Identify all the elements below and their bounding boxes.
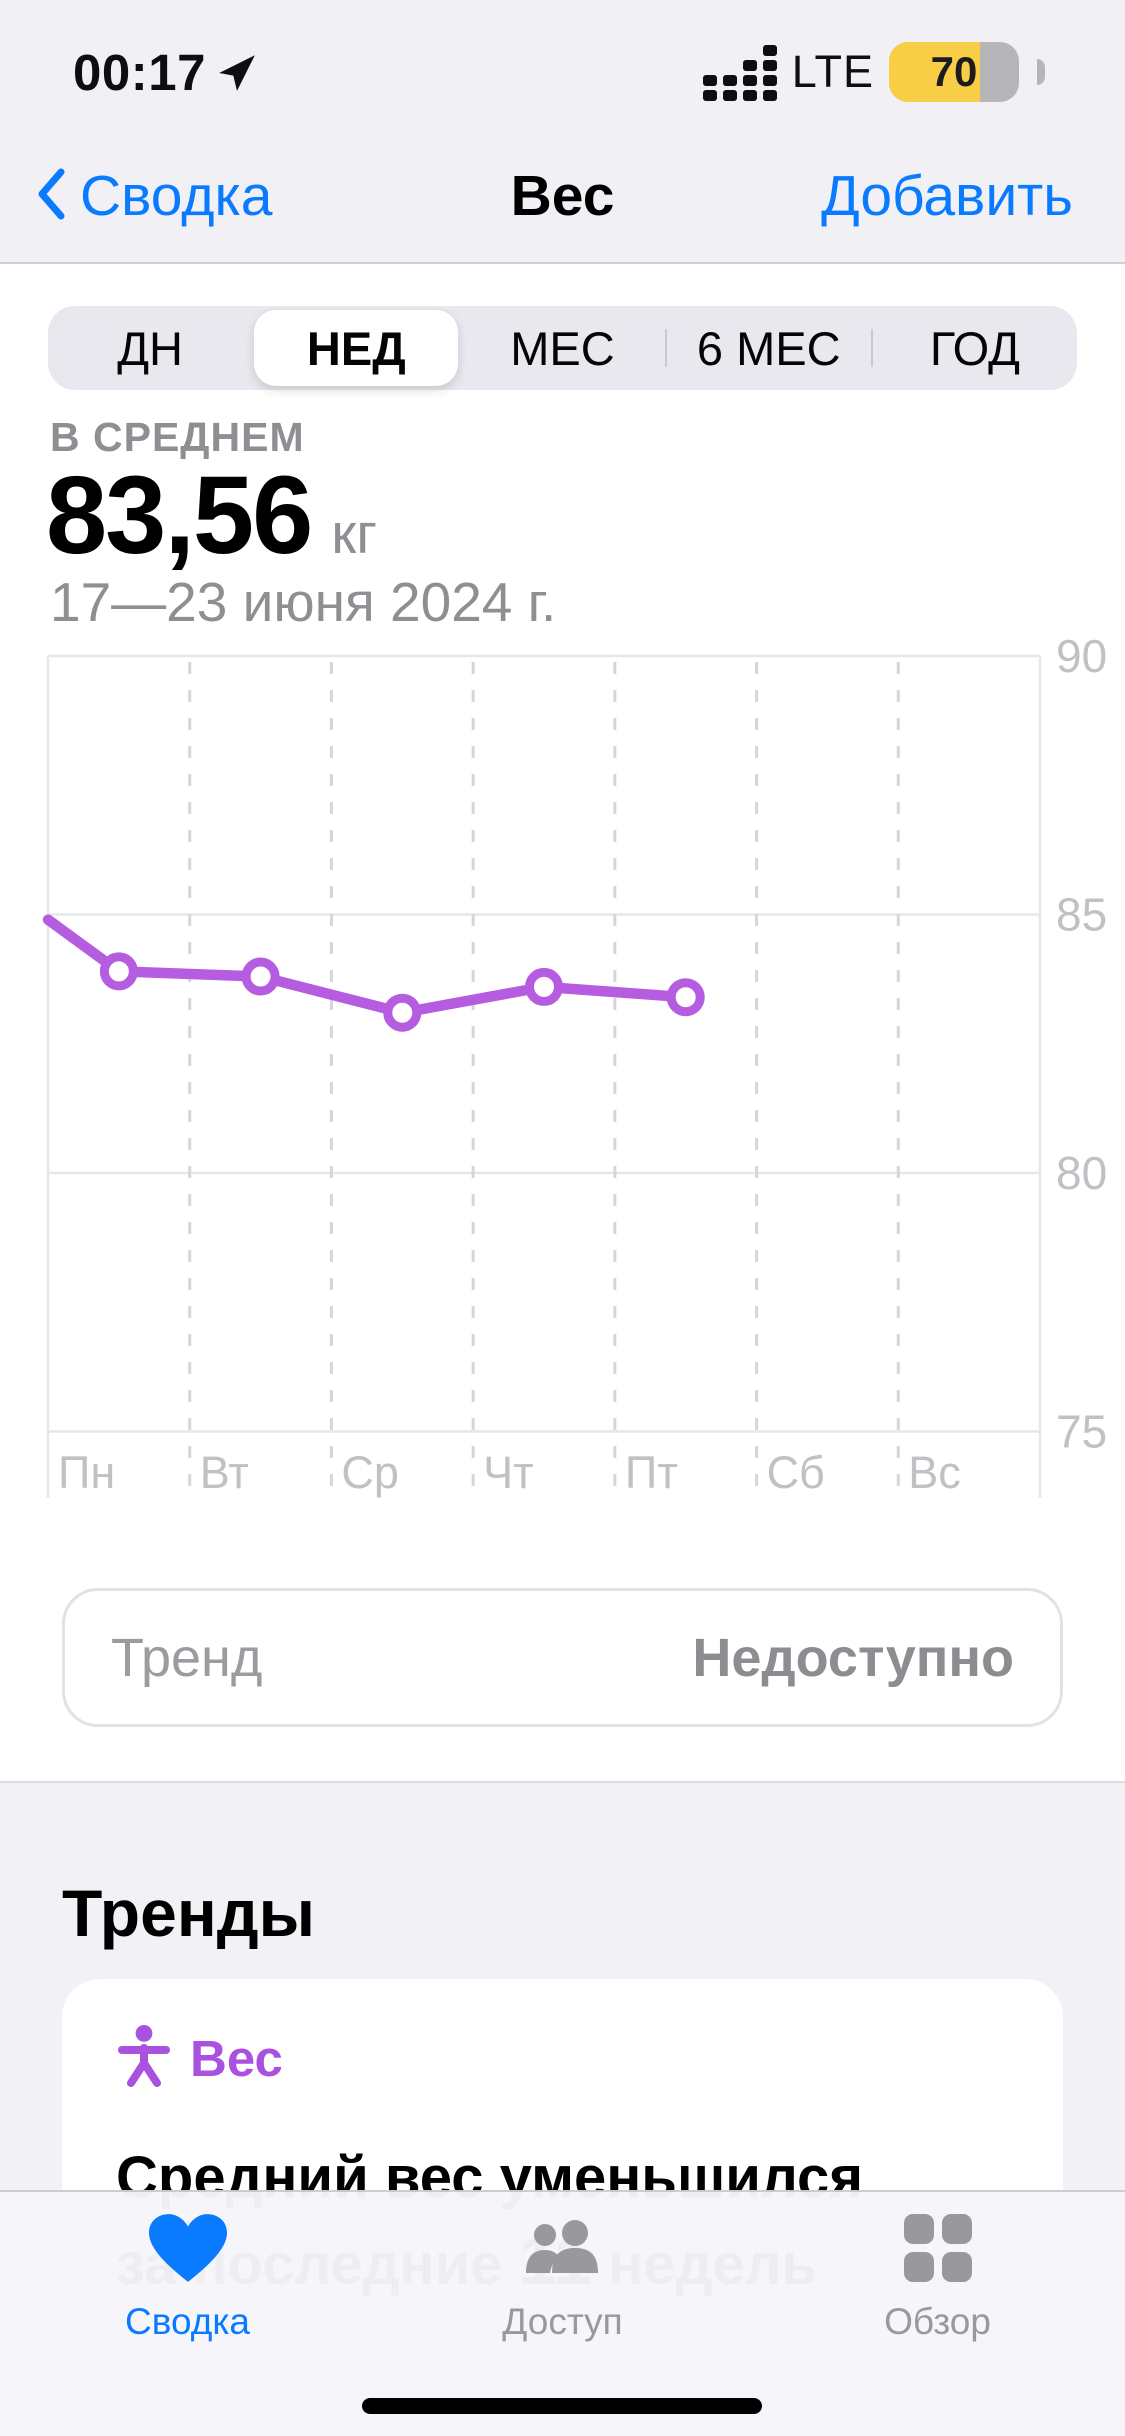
data-point-Ср[interactable] — [383, 993, 422, 1032]
y-tick-label: 90 — [1056, 630, 1107, 682]
x-tick-label-Вс: Вс — [908, 1447, 961, 1498]
people-icon — [518, 2214, 608, 2287]
chevron-left-icon — [36, 167, 66, 226]
trend-row[interactable]: Тренд Недоступно — [62, 1588, 1063, 1727]
data-point-Пт[interactable] — [666, 978, 705, 1017]
trend-value: Недоступно — [692, 1627, 1014, 1688]
x-tick-label-Ср: Ср — [341, 1447, 399, 1498]
weight-line-chart[interactable]: 90 85 80 75 Пн Вт Ср Чт Пт Сб Вс — [0, 630, 1125, 1510]
date-range-label: 17—23 июня 2024 г. — [50, 571, 557, 633]
data-point-Вт[interactable] — [241, 957, 280, 996]
navigation-bar: Сводка Вес Добавить — [0, 150, 1125, 242]
segment-separator — [870, 329, 873, 367]
weight-series-line — [42, 914, 691, 1018]
signal-bar — [742, 59, 757, 101]
signal-bar — [722, 74, 737, 101]
segment-6-мес[interactable]: 6 МЕС — [696, 321, 841, 375]
tab-bar: Сводка Доступ — [0, 2190, 1125, 2436]
figure-person-icon — [116, 2025, 172, 2092]
battery-icon: 70 — [889, 42, 1019, 102]
trend-label: Тренд — [111, 1627, 263, 1688]
grid-icon — [903, 2214, 973, 2287]
tab-sharing[interactable]: Доступ — [375, 2192, 750, 2436]
status-right-cluster: LTE 70 — [702, 42, 1045, 102]
segment-дн[interactable]: ДН — [117, 321, 183, 375]
battery-nub — [1037, 59, 1045, 85]
trends-card-category: Вес — [190, 2030, 283, 2087]
average-value-row: 83,56 кг — [46, 452, 377, 579]
x-tick-label-Чт: Чт — [483, 1447, 534, 1498]
average-value: 83,56 — [46, 454, 313, 577]
signal-bar — [702, 74, 717, 101]
x-tick-label-Пт: Пт — [625, 1447, 678, 1498]
y-tick-label: 75 — [1056, 1406, 1107, 1458]
average-caption: В СРЕДНЕМ — [50, 414, 305, 460]
cellular-signal-icon — [702, 44, 777, 101]
average-unit: кг — [331, 502, 378, 566]
tab-sharing-label: Доступ — [502, 2301, 623, 2342]
page-title: Вес — [510, 164, 615, 228]
x-tick-label-Вт: Вт — [200, 1447, 249, 1498]
location-arrow-icon — [216, 51, 258, 93]
time-range-segmented-control: ДН НЕД МЕС 6 МЕС ГОД — [48, 306, 1077, 390]
y-tick-label: 85 — [1056, 889, 1107, 941]
top-chrome: 00:17 LTE 70 Сводка Вес — [0, 0, 1125, 264]
tab-summary-label: Сводка — [125, 2301, 250, 2342]
back-button[interactable]: Сводка — [36, 163, 272, 229]
data-point-Пн[interactable] — [99, 952, 138, 991]
battery-fill — [889, 42, 980, 102]
home-indicator[interactable] — [362, 2398, 762, 2414]
status-time: 00:17 — [73, 43, 206, 101]
network-type-label: LTE — [791, 46, 874, 97]
tab-browse-label: Обзор — [884, 2301, 991, 2342]
segment-год[interactable]: ГОД — [929, 321, 1020, 375]
x-tick-label-Сб: Сб — [767, 1447, 825, 1498]
y-tick-label: 80 — [1056, 1147, 1107, 1199]
heart-icon — [148, 2214, 227, 2287]
segment-нед[interactable]: НЕД — [254, 310, 459, 386]
x-tick-label-Пн: Пн — [58, 1447, 115, 1498]
data-point-Чт[interactable] — [525, 967, 563, 1006]
battery-percent: 70 — [930, 48, 978, 95]
status-bar: 00:17 LTE 70 — [0, 34, 1125, 110]
segment-separator — [664, 329, 667, 367]
trends-card-header: Вес — [116, 2025, 1009, 2092]
tab-browse[interactable]: Обзор — [750, 2192, 1125, 2436]
tab-summary[interactable]: Сводка — [0, 2192, 375, 2436]
trends-section-title: Тренды — [62, 1876, 315, 1950]
segment-мес[interactable]: МЕС — [510, 321, 615, 375]
back-button-label: Сводка — [80, 164, 273, 228]
add-button[interactable]: Добавить — [821, 164, 1073, 228]
signal-bar — [762, 44, 777, 101]
